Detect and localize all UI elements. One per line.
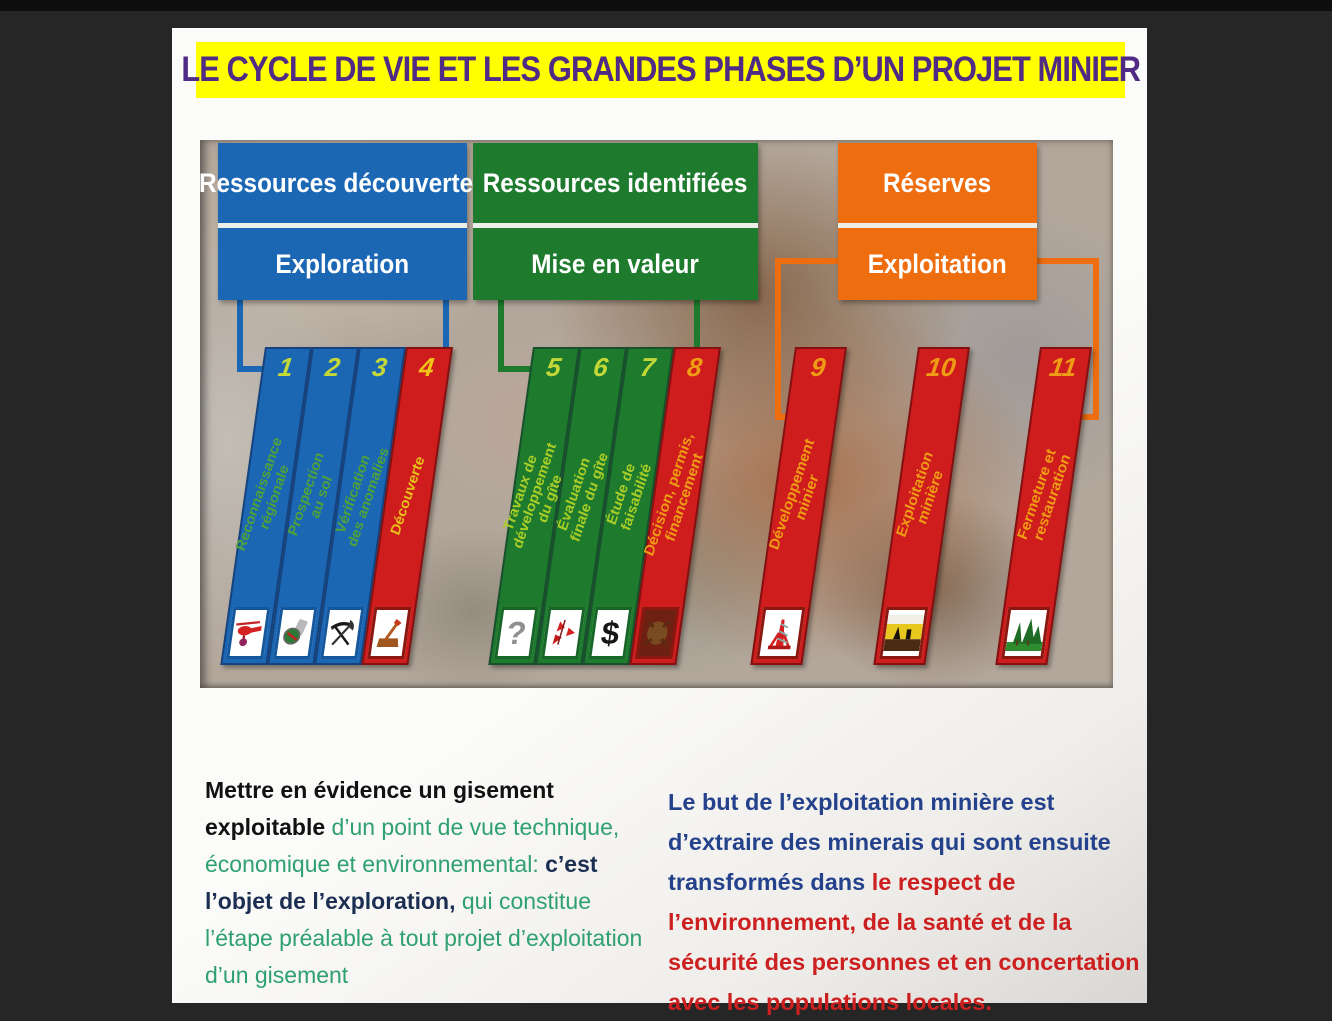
phase-row: Mise en valeur <box>473 228 758 300</box>
flagging-ribbon-icon <box>541 607 586 659</box>
seal-icon <box>635 607 680 659</box>
helicopter-icon <box>226 607 271 659</box>
paragraph-segment: Mettre en évidence un gisement exploitab… <box>205 777 554 840</box>
phase-bar-10: 10 Exploitation minière <box>873 347 970 665</box>
exploitation-header-box: Réserves Exploitation <box>838 143 1037 300</box>
trees-icon <box>1001 607 1051 659</box>
phase-label: Exploitation minière <box>892 450 948 539</box>
diagram-background-photo: Ressources découvertes Exploration Resso… <box>199 140 1113 688</box>
phase-bar-6: 6 Évaluation finale du gîte <box>535 347 627 665</box>
divider <box>838 223 1037 228</box>
paragraph-segment: qui constitue l’étape préalable à tout p… <box>205 888 643 988</box>
resource-label: Ressources identifiées <box>483 167 748 198</box>
exploration-paragraph: Mettre en évidence un gisement exploitab… <box>205 772 653 994</box>
phase-label-area: Fermeture et restauration <box>1005 385 1084 607</box>
resource-row: Ressources identifiées <box>473 143 758 223</box>
compass-icon <box>273 607 318 659</box>
phase-bar-9: 9 Développement minier <box>750 347 847 665</box>
paragraph-segment: d’un point de vue technique, économique … <box>205 814 620 877</box>
exploitation-bracket-stub-left <box>775 258 841 264</box>
divider <box>218 223 467 228</box>
title-banner: LE CYCLE DE VIE ET LES GRANDES PHASES D’… <box>181 42 1141 98</box>
drill-rig-icon <box>756 607 806 659</box>
paragraph-segment: le respect de l’environnement, de la san… <box>668 869 1140 1015</box>
video-letterbox-strip <box>0 0 1332 11</box>
slide: LE CYCLE DE VIE ET LES GRANDES PHASES D’… <box>172 28 1147 1015</box>
page-title: LE CYCLE DE VIE ET LES GRANDES PHASES D’… <box>181 50 1141 89</box>
phase-label: Fermeture et restauration <box>1013 448 1075 542</box>
exploration-header-box: Ressources découvertes Exploration <box>199 143 487 300</box>
phase-row: Exploration <box>218 228 467 300</box>
phase-label-area: Exploitation minière <box>883 385 962 607</box>
phase-label: Exploitation <box>867 248 1008 279</box>
phase-bar-2: 2 Prospection au sol <box>267 347 359 665</box>
phase-row: Exploitation <box>838 228 1037 300</box>
phase-bar-11: 11 Fermeture et restauration <box>995 347 1092 665</box>
phase-bar-4: 4 Découverte <box>361 347 453 665</box>
exploitation-bracket-right <box>1093 258 1099 420</box>
paragraph-segment: Le but de l’exploitation minière est d’e… <box>668 789 1111 895</box>
phase-bar-3: 3 Vérification des anomalies <box>314 347 406 665</box>
resource-row: Réserves <box>838 143 1037 223</box>
mine-site-icon <box>879 607 929 659</box>
phase-label: Développement minier <box>765 437 823 551</box>
divider <box>473 223 758 228</box>
phase-label: Mise en valeur <box>531 248 700 279</box>
resource-label: Réserves <box>883 167 992 198</box>
paragraph-segment: c’est l’objet de l’exploration, <box>205 851 598 914</box>
exploitation-bracket-stub-right <box>1034 258 1099 264</box>
pick-and-shovel-icon <box>320 607 365 659</box>
exploitation-bracket-hook-right <box>1068 414 1099 420</box>
phase-label: Exploration <box>275 248 410 279</box>
exploitation-bracket-left <box>775 258 781 420</box>
resource-label: Ressources découvertes <box>198 167 487 198</box>
phase-label-area: Développement minier <box>760 385 839 607</box>
phase-bar-1: 1 Reconnaissance régionale <box>220 347 312 665</box>
exploitation-paragraph: Le but de l’exploitation minière est d’e… <box>668 782 1140 1021</box>
mise-en-valeur-header-box: Ressources identifiées Mise en valeur <box>473 143 758 300</box>
resource-row: Ressources découvertes <box>199 143 487 223</box>
phase-bar-8: 8 Décision, permis, financement <box>629 347 721 665</box>
stake-in-ground-icon <box>367 607 412 659</box>
